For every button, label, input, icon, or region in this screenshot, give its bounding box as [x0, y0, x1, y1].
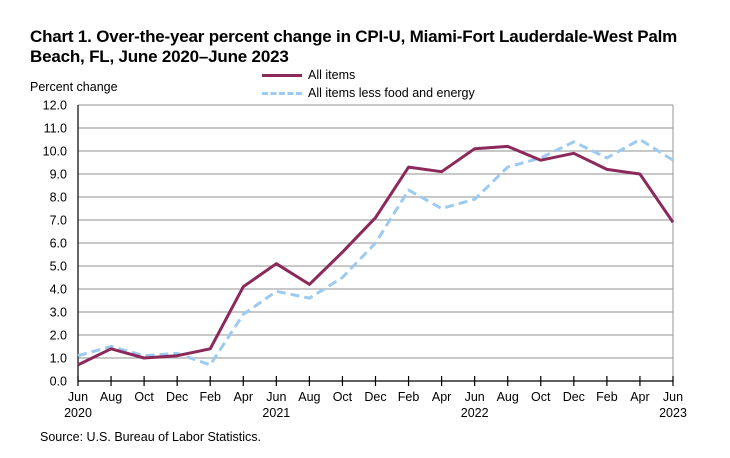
chart-title-line-1: Chart 1. Over-the-year percent change in… [30, 27, 678, 46]
x-tick-label: Jun [266, 390, 286, 404]
y-tick-label: 3.0 [50, 306, 67, 320]
x-tick-label: Dec [563, 390, 585, 404]
y-axis-label: Percent change [30, 80, 118, 94]
legend-item-core: All items less food and energy [262, 84, 475, 102]
x-tick-label: Aug [100, 390, 122, 404]
x-tick-label: Jun [465, 390, 485, 404]
y-tick-label: 5.0 [50, 260, 67, 274]
y-tick-label: 4.0 [50, 283, 67, 297]
x-year-label: 2023 [659, 406, 687, 420]
x-tick-label: Oct [134, 390, 154, 404]
y-tick-label: 7.0 [50, 214, 67, 228]
legend: All items All items less food and energy [262, 66, 475, 102]
legend-label: All items less food and energy [308, 86, 475, 100]
legend-item-all-items: All items [262, 66, 475, 84]
chart-title-line-2: Beach, FL, June 2020–June 2023 [30, 47, 289, 66]
x-tick-label: Jun [663, 390, 683, 404]
series-line-all-items-less-food-and-energy [77, 138, 674, 367]
y-tick-label: 2.0 [50, 329, 67, 343]
x-year-label: 2022 [461, 406, 489, 420]
y-tick-label: 10.0 [43, 145, 67, 159]
x-year-label: 2021 [262, 406, 290, 420]
x-tick-label: Jun [68, 390, 88, 404]
x-tick-label: Feb [398, 390, 420, 404]
y-tick-label: 1.0 [50, 352, 67, 366]
x-tick-label: Aug [298, 390, 320, 404]
y-tick-label: 12.0 [43, 99, 67, 113]
x-tick-label: Dec [166, 390, 188, 404]
y-tick-label: 9.0 [50, 168, 67, 182]
source-note: Source: U.S. Bureau of Labor Statistics. [40, 430, 261, 444]
series-line-all-items [77, 144, 675, 367]
y-tick-label: 8.0 [50, 191, 67, 205]
legend-swatch-dashed [262, 91, 302, 95]
x-tick-label: Oct [531, 390, 551, 404]
x-tick-label: Apr [432, 390, 451, 404]
x-tick-label: Feb [199, 390, 221, 404]
legend-label: All items [308, 68, 356, 82]
x-tick-label: Oct [333, 390, 353, 404]
y-tick-label: 11.0 [44, 122, 67, 136]
legend-swatch-solid [262, 73, 302, 77]
x-tick-label: Apr [234, 390, 253, 404]
x-tick-label: Apr [630, 390, 649, 404]
chart-title: Chart 1. Over-the-year percent change in… [30, 27, 730, 67]
y-tick-label: 6.0 [50, 237, 67, 251]
x-tick-label: Feb [596, 390, 618, 404]
x-tick-label: Dec [364, 390, 386, 404]
y-tick-label: 0.0 [50, 375, 67, 389]
x-year-label: 2020 [64, 406, 92, 420]
x-tick-label: Aug [497, 390, 519, 404]
